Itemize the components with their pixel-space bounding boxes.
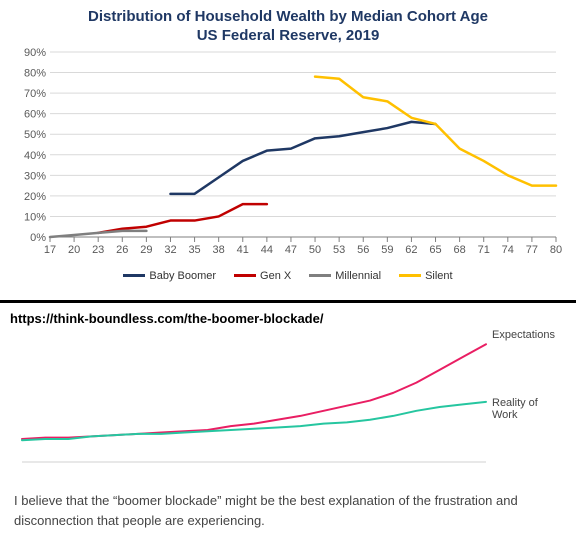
svg-text:59: 59 [381,244,393,256]
reality-label: Reality of Work [492,397,538,421]
legend-item-baby-boomer: Baby Boomer [123,270,216,282]
wealth-distribution-chart: Distribution of Household Wealth by Medi… [0,0,576,300]
svg-text:23: 23 [92,244,104,256]
source-url: https://think-boundless.com/the-boomer-b… [10,311,566,326]
svg-text:20%: 20% [24,190,46,202]
svg-text:62: 62 [405,244,417,256]
chart-title: Distribution of Household Wealth by Medi… [10,8,566,46]
expectations-label: Expectations [492,329,555,341]
svg-text:26: 26 [116,244,128,256]
svg-text:74: 74 [502,244,514,256]
legend-label: Millennial [335,270,381,282]
svg-text:20: 20 [68,244,80,256]
svg-text:35: 35 [188,244,200,256]
legend-item-silent: Silent [399,270,453,282]
legend-item-millennial: Millennial [309,270,381,282]
svg-text:70%: 70% [24,88,46,100]
svg-text:56: 56 [357,244,369,256]
svg-text:80%: 80% [24,67,46,79]
svg-text:41: 41 [237,244,249,256]
legend-swatch [234,274,256,277]
chart-title-line1: Distribution of Household Wealth by Medi… [10,8,566,27]
svg-text:80: 80 [550,244,562,256]
svg-text:68: 68 [453,244,465,256]
svg-text:44: 44 [261,244,273,256]
caption-text: I believe that the “boomer blockade” mig… [0,483,576,544]
svg-text:38: 38 [213,244,225,256]
svg-text:53: 53 [333,244,345,256]
legend-item-gen-x: Gen X [234,270,291,282]
page-container: Distribution of Household Wealth by Medi… [0,0,576,544]
legend-swatch [399,274,421,277]
svg-text:65: 65 [429,244,441,256]
chart-legend: Baby Boomer Gen X Millennial Silent [10,270,566,282]
legend-label: Gen X [260,270,291,282]
svg-text:17: 17 [44,244,56,256]
chart-title-line2: US Federal Reserve, 2019 [10,27,566,46]
expectations-chart-svg [10,326,566,476]
expectations-chart: https://think-boundless.com/the-boomer-b… [0,303,576,483]
legend-swatch [309,274,331,277]
legend-label: Baby Boomer [149,270,216,282]
svg-text:71: 71 [478,244,490,256]
legend-label: Silent [425,270,453,282]
svg-text:40%: 40% [24,149,46,161]
svg-text:10%: 10% [24,211,46,223]
svg-text:60%: 60% [24,108,46,120]
svg-text:90%: 90% [24,47,46,59]
svg-text:0%: 0% [30,232,46,244]
svg-text:77: 77 [526,244,538,256]
svg-text:50%: 50% [24,129,46,141]
wealth-chart-svg: 0% 10% 20% 30% 40% 50% 60% 70% 80% 90% 17 20 23 26 29 3… [10,46,566,261]
svg-text:30%: 30% [24,170,46,182]
svg-text:50: 50 [309,244,321,256]
legend-swatch [123,274,145,277]
svg-text:47: 47 [285,244,297,256]
svg-text:32: 32 [164,244,176,256]
svg-text:29: 29 [140,244,152,256]
